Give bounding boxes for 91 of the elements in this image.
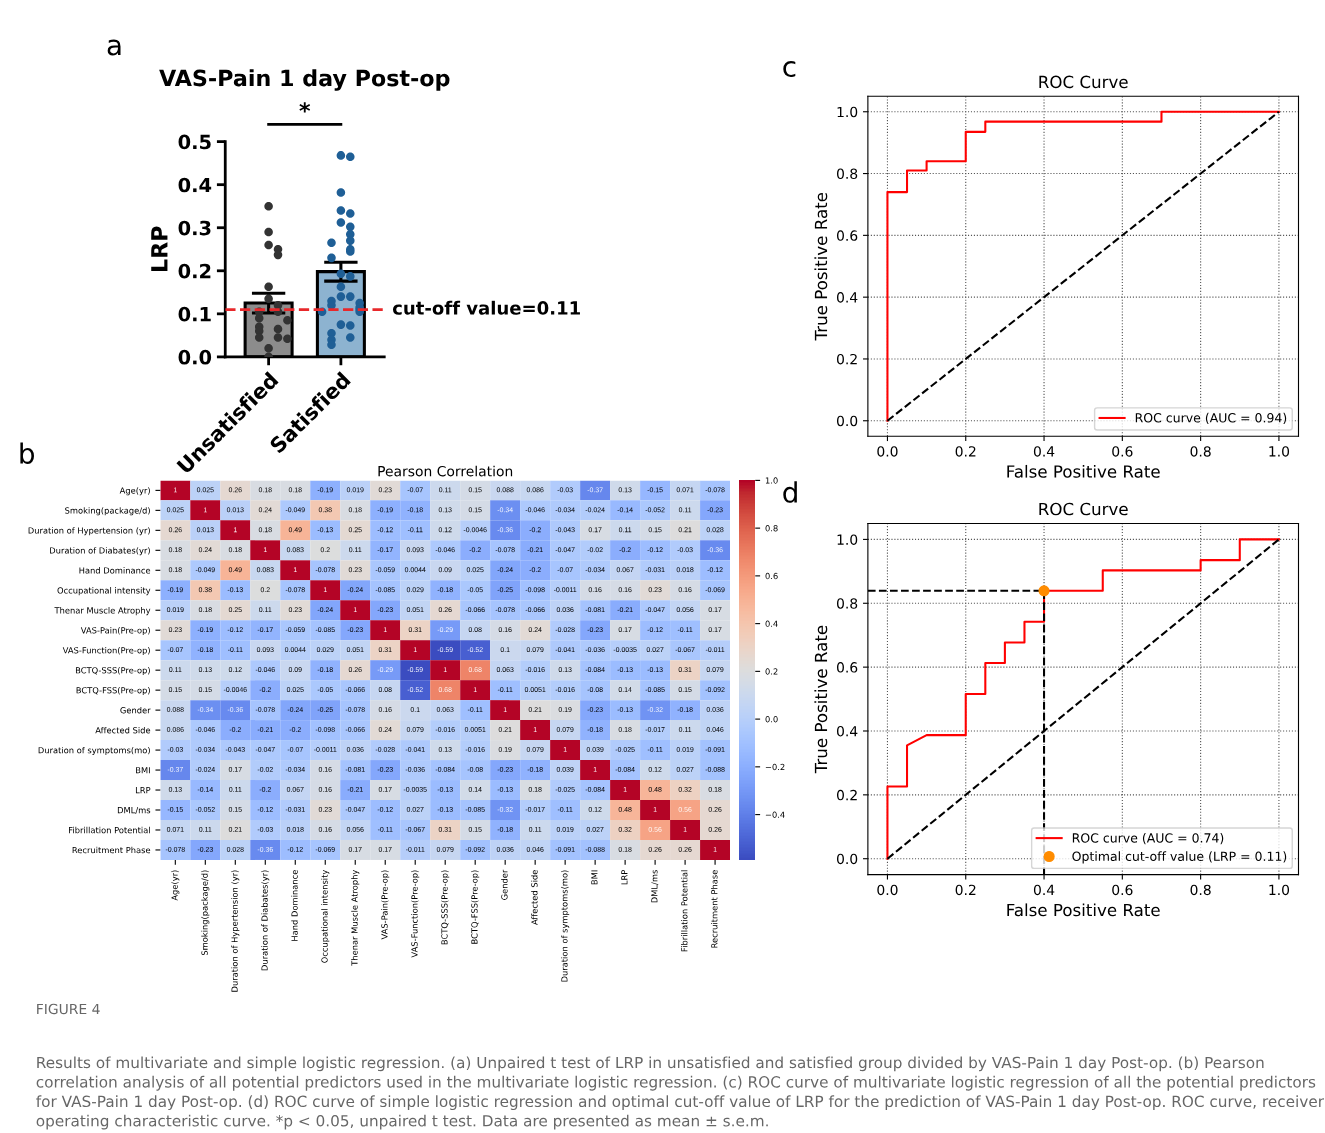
legend-label: ROC curve (AUC = 0.94) bbox=[1135, 412, 1287, 424]
y-tick-label: 1.0 bbox=[837, 106, 858, 118]
x-tick-label: 0.0 bbox=[877, 446, 898, 457]
x-tick-label: 0.6 bbox=[1112, 884, 1133, 896]
x-axis-title: False Positive Rate bbox=[1007, 464, 1160, 478]
y-tick-label: Thenar Muscle Atrophy bbox=[54, 607, 151, 616]
y-tick-label: 0.2 bbox=[836, 353, 857, 365]
y-tick-label: BCTQ-SSS(Pre-op) bbox=[75, 667, 150, 676]
y-tick-label: Occupational intensity bbox=[57, 587, 151, 596]
x-tick-label: 0.2 bbox=[955, 446, 976, 457]
y-tick-label: 0.2 bbox=[178, 263, 211, 279]
y-tick-label: 0.0 bbox=[836, 415, 858, 427]
x-axis-title: False Positive Rate bbox=[1007, 903, 1160, 917]
y-tick-label: 0.8 bbox=[836, 598, 858, 609]
y-tick-label: 0.6 bbox=[836, 662, 858, 673]
x-tick-label: 0.8 bbox=[1190, 446, 1211, 457]
y-tick-label: 0.1 bbox=[178, 306, 211, 322]
y-tick-label: DML/ms bbox=[117, 807, 151, 814]
y-tick-label: Age(yr) bbox=[119, 487, 150, 496]
y-tick-label: VAS-Function(Pre-op) bbox=[62, 647, 150, 656]
x-tick-label: 1.0 bbox=[1269, 884, 1290, 896]
y-tick-label: Affected Side bbox=[95, 726, 151, 734]
x-tick-label: LRP bbox=[621, 869, 628, 885]
y-tick-label: 0.0 bbox=[178, 349, 212, 365]
x-tick-label: VAS-Pain(Pre-op) bbox=[381, 870, 390, 940]
y-tick-label: LRP bbox=[135, 787, 151, 794]
x-tick-label: VAS-Function(Pre-op) bbox=[411, 870, 420, 958]
y-tick-label: 0.5 bbox=[178, 134, 211, 150]
y-axis-title: True Positive Rate bbox=[814, 625, 828, 774]
y-tick-label: Duration of symptoms(mo) bbox=[38, 746, 150, 755]
x-tick-label: Occupational intensity bbox=[321, 869, 330, 963]
x-tick-label: 0.0 bbox=[877, 884, 898, 896]
y-tick-label: BMI bbox=[136, 767, 150, 774]
color-bar-label: 0.6 bbox=[765, 572, 778, 580]
x-tick-label: Fibrillation Potential bbox=[681, 870, 688, 952]
chart-title: ROC Curve bbox=[1039, 502, 1128, 516]
x-tick-label: 0.8 bbox=[1190, 884, 1211, 896]
text: Results of multivariate and simple logistic regression. (a) Unpaired t test of LRP in unsatisfied and satisfied group divided by VAS-Pain 1 day Post-op. (b) Pearson correlation analysis of all potential predictors used in the multivariate logistic regression. (c) ROC curve of multivariate logistic regression of all the potential predictors for VAS-Pain 1 day Post-op. (d) ROC curve of simple logistic regression and optimal cut-off value of LRP for the prediction of VAS-Pain 1 day Post-op. ROC curve, receiver operating characteristic curve. *p < 0.05, unpaired t test. Data are presented as mean ± s.e.m. bbox=[36, 1056, 1325, 1130]
x-tick-label: BCTQ-SSS(Pre-op) bbox=[441, 870, 450, 945]
y-tick-label: 0.2 bbox=[836, 789, 857, 801]
chart-title: ROC Curve bbox=[1039, 75, 1128, 89]
y-tick-label: Fibrillation Potential bbox=[69, 826, 150, 834]
color-bar-label: 0.4 bbox=[765, 620, 778, 627]
chart-title: Pearson Correlation bbox=[378, 465, 513, 477]
x-tick-label: Duration of symptoms(mo) bbox=[561, 870, 570, 982]
caption: FIGURE 4 bbox=[37, 1003, 100, 1015]
y-tick-label: Smoking(package/d) bbox=[65, 507, 150, 516]
text: b bbox=[20, 442, 34, 464]
color-bar-label: 0.0 bbox=[765, 716, 778, 723]
text: a bbox=[107, 39, 121, 56]
x-tick-label: 0.6 bbox=[1112, 446, 1133, 457]
legend-label: Optimal cut-off value (LRP = 0.11) bbox=[1072, 851, 1287, 864]
text: c bbox=[783, 61, 796, 78]
x-tick-label: 0.4 bbox=[1033, 884, 1055, 896]
x-tick-label: DML/ms bbox=[651, 870, 659, 903]
y-tick-label: 0.8 bbox=[836, 168, 858, 180]
x-tick-label: Hand Dominance bbox=[291, 870, 298, 941]
y-tick-label: 0.6 bbox=[836, 230, 858, 241]
y-tick-label: Gender bbox=[120, 706, 151, 714]
x-tick-label: 0.2 bbox=[955, 884, 976, 896]
y-tick-label: 0.4 bbox=[836, 292, 858, 303]
x-tick-label: 1.0 bbox=[1269, 446, 1290, 457]
y-tick-label: 0.3 bbox=[178, 220, 211, 236]
color-bar-label: −0.2 bbox=[765, 763, 785, 771]
x-tick-label: BCTQ-FSS(Pre-op) bbox=[471, 870, 480, 944]
y-tick-label: 0.4 bbox=[836, 725, 858, 737]
y-tick-label: VAS-Pain(Pre-op) bbox=[80, 627, 150, 636]
x-tick-label: BMI bbox=[591, 870, 598, 885]
text: * bbox=[299, 102, 311, 113]
chart-title: VAS-Pain 1 day Post-op bbox=[159, 69, 450, 91]
color-bar-label: 1.0 bbox=[765, 477, 778, 484]
x-tick-label: Affected Side bbox=[531, 870, 538, 925]
y-tick-label: Duration of Diabates(yr) bbox=[50, 547, 150, 556]
y-tick-label: BCTQ-FSS(Pre-op) bbox=[76, 686, 150, 696]
y-tick-label: Hand Dominance bbox=[79, 567, 151, 574]
y-axis-title: True Positive Rate bbox=[814, 192, 828, 341]
y-tick-label: Recruitment Phase bbox=[72, 846, 151, 854]
y-tick-label: 0.0 bbox=[836, 853, 858, 865]
color-bar-label: −0.4 bbox=[765, 811, 785, 818]
y-tick-label: 1.0 bbox=[837, 534, 858, 545]
y-tick-label: 0.4 bbox=[178, 177, 212, 193]
text: d bbox=[783, 481, 797, 503]
color-bar-label: 0.8 bbox=[765, 525, 778, 532]
x-tick-label: 0.4 bbox=[1033, 446, 1055, 457]
legend-label: ROC curve (AUC = 0.74) bbox=[1072, 832, 1224, 845]
x-tick-label: Thenar Muscle Atrophy bbox=[351, 869, 360, 966]
color-bar-label: 0.2 bbox=[765, 668, 778, 675]
ref-line-label: cut-off value=0.11 bbox=[392, 300, 580, 315]
y-tick-label: Duration of Hypertension (yr) bbox=[28, 527, 150, 536]
x-tick-label: Recruitment Phase bbox=[711, 870, 718, 948]
x-tick-label: Gender bbox=[501, 869, 508, 900]
